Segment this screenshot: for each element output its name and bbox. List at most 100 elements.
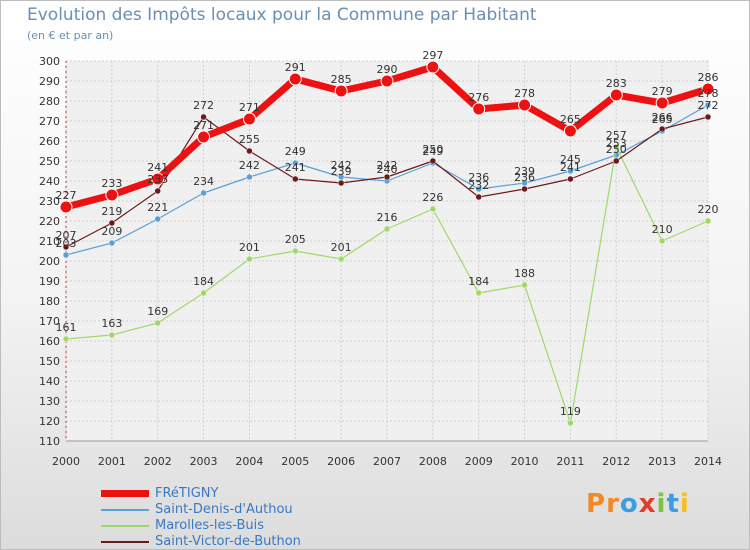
data-label: 210	[652, 223, 673, 236]
y-tick-label: 260	[39, 135, 60, 148]
legend-item: Saint-Denis-d'Authou	[101, 502, 361, 518]
data-point	[609, 88, 623, 102]
data-label: 236	[514, 171, 535, 184]
x-tick-label: 2008	[419, 455, 447, 468]
data-label: 209	[101, 225, 122, 238]
legend-label: FRéTIGNY	[155, 486, 219, 501]
chart-subtitle: (en € et par an)	[27, 29, 114, 42]
data-label: 236	[468, 171, 489, 184]
data-label: 278	[514, 87, 535, 100]
data-point	[429, 205, 437, 213]
y-tick-label: 140	[39, 375, 60, 388]
x-tick-label: 2014	[694, 455, 722, 468]
data-label: 235	[147, 173, 168, 186]
data-point	[658, 125, 666, 133]
data-label: 283	[606, 77, 627, 90]
x-tick-label: 2013	[648, 455, 676, 468]
y-tick-label: 170	[39, 315, 60, 328]
data-label: 286	[698, 71, 719, 84]
data-label: 239	[331, 165, 352, 178]
y-tick-label: 160	[39, 335, 60, 348]
data-point	[292, 159, 299, 167]
data-label: 203	[56, 237, 77, 250]
data-point	[154, 187, 161, 195]
data-point	[704, 217, 712, 225]
data-point	[288, 72, 302, 86]
data-point	[292, 247, 299, 255]
y-tick-label: 280	[39, 95, 60, 108]
data-label: 291	[285, 61, 306, 74]
data-label: 250	[422, 143, 443, 156]
data-label: 245	[560, 153, 581, 166]
data-label: 188	[514, 267, 535, 280]
data-label: 241	[147, 161, 168, 174]
data-label: 234	[193, 175, 214, 188]
data-label: 290	[377, 63, 398, 76]
data-label: 276	[468, 91, 489, 104]
x-tick-label: 2005	[281, 455, 309, 468]
data-point	[154, 319, 161, 327]
data-point	[108, 239, 116, 247]
data-label: 233	[101, 177, 122, 190]
data-point	[62, 251, 70, 259]
x-tick-label: 2004	[235, 455, 263, 468]
data-point	[154, 215, 161, 223]
data-point	[334, 84, 348, 98]
data-label: 216	[377, 211, 398, 224]
data-point	[200, 189, 207, 197]
x-tick-label: 2006	[327, 455, 355, 468]
legend: FRéTIGNY Saint-Denis-d'Authou Marolles-les…	[101, 486, 361, 550]
data-label: 271	[193, 119, 214, 132]
data-label: 272	[698, 99, 719, 112]
data-label: 239	[514, 165, 535, 178]
data-label: 242	[331, 159, 352, 172]
data-label: 253	[606, 137, 627, 150]
data-point	[475, 289, 482, 297]
data-label: 240	[377, 163, 398, 176]
legend-item: Saint-Victor-de-Buthon	[101, 534, 361, 550]
logo-letter: t	[666, 489, 680, 519]
y-tick-label: 130	[39, 395, 60, 408]
data-label: 205	[285, 233, 306, 246]
y-tick-label: 300	[39, 55, 60, 68]
data-point	[383, 173, 391, 181]
y-tick-label: 210	[39, 235, 60, 248]
data-point	[292, 175, 299, 183]
data-label: 184	[468, 275, 489, 288]
y-tick-label: 220	[39, 215, 60, 228]
data-label: 201	[331, 241, 352, 254]
data-label: 271	[239, 101, 260, 114]
data-point	[200, 289, 207, 297]
x-tick-label: 2003	[190, 455, 218, 468]
y-tick-label: 150	[39, 355, 60, 368]
data-label: 285	[331, 73, 352, 86]
x-tick-label: 2010	[511, 455, 539, 468]
data-label: 241	[560, 161, 581, 174]
y-tick-label: 120	[39, 415, 60, 428]
data-point	[59, 200, 73, 214]
data-point	[701, 82, 715, 96]
y-tick-label: 250	[39, 155, 60, 168]
data-point	[105, 188, 119, 202]
data-point	[521, 185, 528, 193]
data-label: 163	[101, 317, 122, 330]
data-point	[151, 172, 165, 186]
data-point	[246, 173, 253, 181]
data-point	[108, 331, 116, 339]
data-point	[62, 243, 70, 251]
data-point	[704, 113, 712, 121]
data-label: 265	[652, 113, 673, 126]
legend-label: Saint-Victor-de-Buthon	[155, 534, 301, 549]
x-tick-label: 2002	[144, 455, 172, 468]
data-label: 232	[468, 179, 489, 192]
x-tick-label: 2000	[52, 455, 80, 468]
data-label: 119	[560, 405, 581, 418]
data-point	[518, 98, 532, 112]
data-point	[200, 113, 207, 121]
data-label: 161	[56, 321, 77, 334]
data-label: 220	[698, 203, 719, 216]
data-label: 242	[377, 159, 398, 172]
y-tick-label: 200	[39, 255, 60, 268]
